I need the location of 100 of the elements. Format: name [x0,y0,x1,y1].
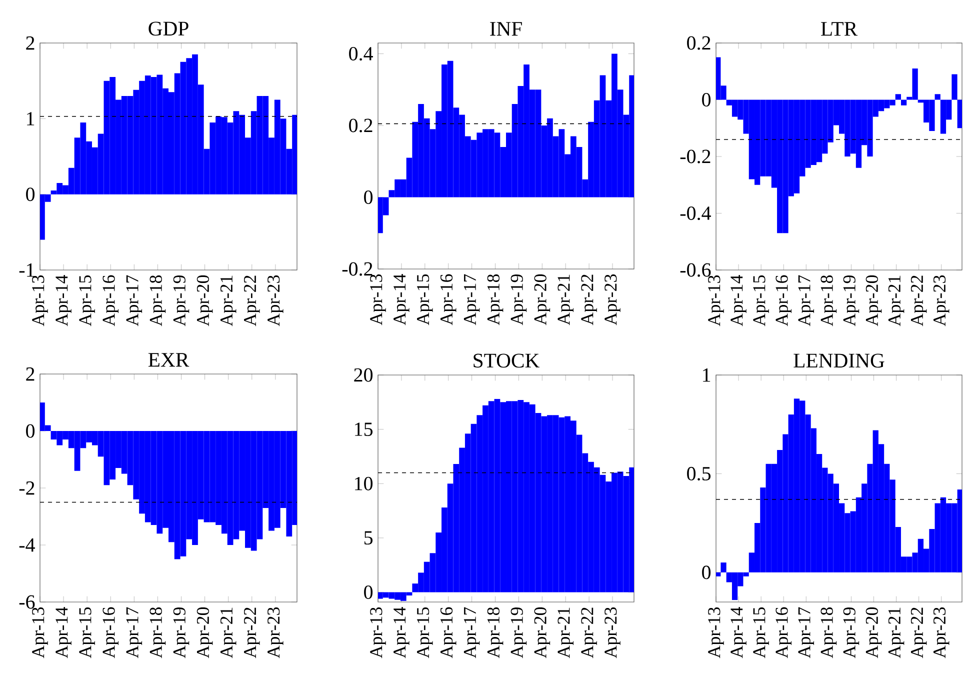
x-tick-label: Apr-14 [394,274,410,326]
x-tick-label: Apr-17 [464,607,480,658]
x-tick-label: Apr-14 [394,606,410,658]
x-tick-label: Apr-23 [268,607,284,658]
x-tick-label: Apr-13 [370,274,386,326]
x-tick-label: Apr-16 [776,275,792,326]
x-tick-label: Apr-15 [753,275,769,326]
y-tick-label: -6 [19,595,35,609]
x-tick-label: Apr-15 [753,607,769,658]
y-tick-label: 0 [702,93,711,106]
x-tick-label: Apr-13 [32,607,48,658]
y-tick-label: -4 [19,538,35,552]
bar [957,100,962,128]
x-tick-label: Apr-19 [843,607,860,658]
x-tick-label: Apr-22 [581,274,597,326]
x-tick-label: Apr-22 [244,608,260,658]
y-tick-label: -0.2 [680,150,710,164]
x-tick-label: Apr-15 [417,607,433,658]
x-tick-label: Apr-13 [370,607,386,658]
x-tick-label: Apr-22 [244,276,260,326]
y-tick-label: 0.5 [687,466,711,480]
chart-title: LENDING [794,354,884,368]
x-tick-label: Apr-18 [487,607,504,658]
y-tick-label: 2 [26,367,34,381]
x-tick-label: Apr-16 [440,274,456,326]
y-tick-label: 2 [26,36,34,50]
x-tick-label: Apr-13 [708,607,724,658]
y-tick-label: 0 [26,188,35,202]
x-tick-label: Apr-13 [32,275,48,326]
y-tick-label: 1 [703,368,710,382]
x-tick-label: Apr-19 [510,274,527,326]
chart-title: STOCK [474,354,540,368]
bar [934,94,940,100]
bar [952,74,958,100]
y-tick-label: 0.2 [687,36,710,50]
x-tick-label: Apr-19 [173,275,190,326]
x-tick-label: Apr-20 [866,275,882,326]
x-tick-label: Apr-22 [910,276,927,326]
y-tick-label: 0 [364,585,373,599]
y-tick-label: -0.4 [680,206,711,220]
x-tick-label: Apr-19 [510,607,527,658]
y-tick-label: -0.6 [680,263,711,277]
x-tick-label: Apr-15 [417,274,433,326]
x-tick-label: Apr-20 [534,274,550,326]
x-tick-label: Apr-17 [126,607,142,658]
x-tick-label: Apr-17 [126,275,142,326]
y-tick-label: -1 [19,263,34,277]
x-tick-label: Apr-16 [102,275,118,326]
x-tick-label: Apr-17 [464,274,480,326]
y-tick-label: 0.2 [349,118,372,132]
x-tick-label: Apr-21 [888,276,904,326]
bar [900,100,907,106]
y-tick-label: 0 [364,190,373,204]
chart-title: INF [490,22,522,36]
y-tick-label: 15 [355,422,373,436]
y-tick-label: -0.2 [342,262,372,276]
x-tick-label: Apr-19 [173,607,190,658]
chart-title: EXR [148,353,190,367]
x-tick-label: Apr-17 [798,607,814,658]
y-tick-label: 20 [354,368,373,382]
chart-title: GDP [148,22,188,36]
x-tick-label: Apr-14 [730,606,746,658]
x-tick-label: Apr-14 [730,274,746,326]
y-tick-label: 1 [27,112,34,126]
x-tick-label: Apr-16 [102,607,118,658]
x-tick-label: Apr-17 [798,275,814,326]
x-tick-label: Apr-20 [196,607,213,658]
x-tick-label: Apr-23 [604,274,620,326]
y-tick-label: 5 [364,531,373,545]
x-tick-label: Apr-18 [820,607,837,658]
x-tick-label: Apr-18 [150,607,166,658]
x-tick-label: Apr-16 [776,607,792,658]
x-tick-label: Apr-22 [910,608,927,658]
x-tick-label: Apr-21 [558,608,574,658]
bar [720,562,726,572]
x-tick-label: Apr-13 [708,275,724,326]
x-tick-label: Apr-18 [150,275,166,326]
chart-title: LTR [821,22,858,36]
x-tick-label: Apr-14 [56,274,72,326]
x-tick-label: Apr-22 [581,608,597,658]
x-tick-label: Apr-21 [888,608,904,658]
x-tick-label: Apr-20 [866,607,882,658]
x-tick-label: Apr-18 [820,275,837,326]
x-tick-label: Apr-23 [933,607,950,658]
bar [895,94,901,100]
x-tick-label: Apr-15 [79,607,95,658]
x-tick-label: Apr-20 [534,607,550,658]
x-tick-label: Apr-19 [843,275,860,326]
x-tick-label: Apr-21 [220,608,236,658]
y-tick-label: 0 [26,424,35,438]
x-tick-label: Apr-14 [56,606,72,658]
x-tick-label: Apr-18 [487,274,504,326]
x-tick-label: Apr-21 [558,274,574,326]
x-tick-label: Apr-23 [933,275,950,326]
y-tick-label: 0 [702,566,711,580]
x-tick-label: Apr-15 [79,275,95,326]
y-tick-label: 0.4 [349,46,373,61]
x-tick-label: Apr-23 [604,607,620,658]
x-tick-label: Apr-23 [268,275,284,326]
x-tick-label: Apr-21 [220,276,236,326]
